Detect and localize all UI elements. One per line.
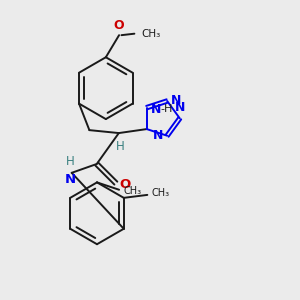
- Text: H: H: [116, 140, 125, 152]
- Text: N: N: [171, 94, 182, 107]
- Text: H: H: [66, 154, 75, 167]
- Text: O: O: [114, 19, 124, 32]
- Text: CH₃: CH₃: [124, 186, 142, 196]
- Text: -H: -H: [161, 104, 173, 114]
- Text: N: N: [65, 173, 76, 186]
- Text: CH₃: CH₃: [141, 29, 160, 39]
- Text: N: N: [151, 103, 161, 116]
- Text: N: N: [153, 129, 163, 142]
- Text: CH₃: CH₃: [152, 188, 170, 198]
- Text: N: N: [175, 100, 185, 114]
- Text: O: O: [120, 178, 131, 191]
